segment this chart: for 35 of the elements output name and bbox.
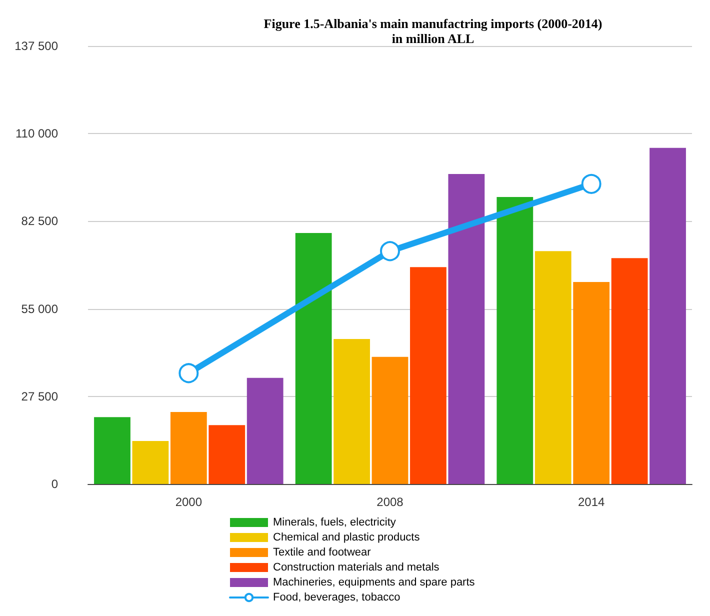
point [178,363,199,384]
y-tick-label: 82 500 [21,214,58,228]
bar [334,339,370,484]
x-tick-label: 2008 [376,495,404,509]
x-tick-label: 2000 [175,495,202,509]
bar [448,174,485,484]
bar [650,148,686,484]
bar [94,417,130,484]
bar [410,267,446,484]
y-tick-label: 0 [51,477,58,491]
legend-label: Chemical and plastic products [273,532,420,544]
legend-label: Construction materials and metals [273,562,440,574]
y-tick-label: 110 000 [16,126,58,141]
bar [208,425,246,484]
bar [372,356,408,484]
bar [573,282,610,484]
bar [132,440,169,484]
chart-subtitle: in million ALL [392,31,474,46]
point [380,241,400,262]
chart-title: Figure 1.5-Albania's main manufactring imports (2000-2014) [264,16,602,31]
x-tick-label: 2014 [578,495,606,509]
legend-label: Machineries, equipments and spare parts [273,576,476,588]
legend-label: Textile and footwear [273,546,372,558]
y-tick-label: 137 500 [14,39,58,53]
legend-label: Food, beverages, tobacco [273,592,400,604]
bar [611,258,648,484]
bar [246,378,284,484]
y-tick-label: 27 500 [21,389,58,404]
legend-label: Minerals, fuels, electricity [273,516,396,528]
bar [534,251,572,484]
bar [295,232,332,484]
bar [170,412,207,484]
point [581,174,602,194]
y-tick-label: 55 000 [21,302,58,316]
bar [496,196,534,484]
